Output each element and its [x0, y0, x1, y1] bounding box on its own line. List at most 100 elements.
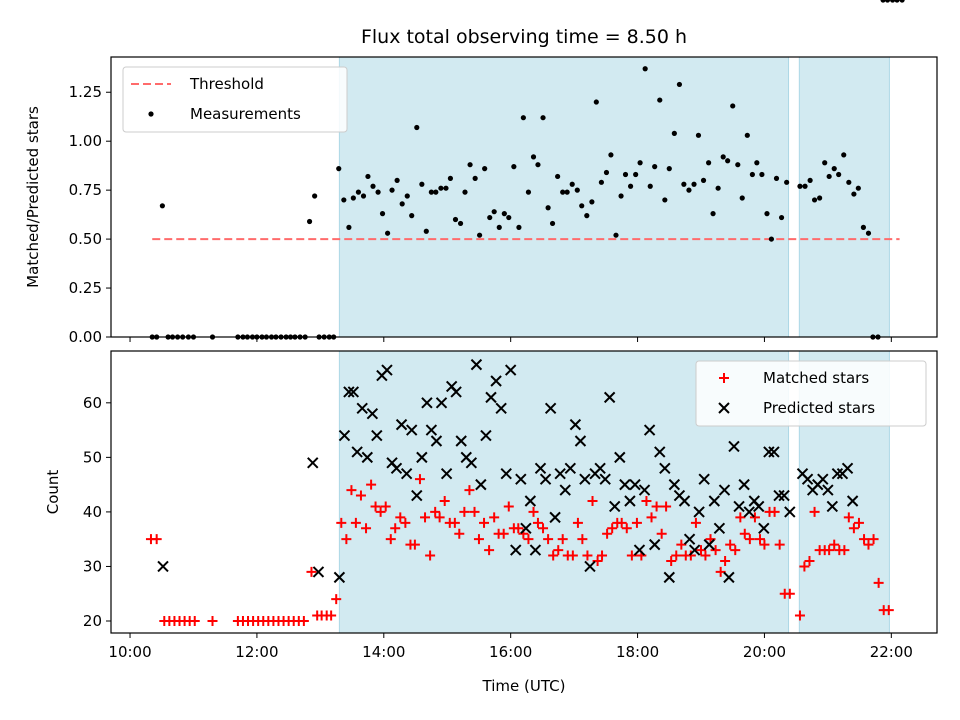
matched-point: [848, 523, 859, 534]
measurement-point: [642, 66, 648, 72]
predicted-point: [733, 500, 745, 513]
matched-point: [331, 594, 342, 605]
matched-point: [696, 545, 706, 556]
predicted-point: [515, 473, 527, 485]
measurement-point: [725, 158, 731, 164]
matched-point: [769, 506, 780, 517]
matched-point: [557, 534, 568, 545]
measurement-point: [414, 124, 420, 131]
predicted-point: [534, 462, 547, 474]
measurement-point: [720, 154, 726, 160]
measurement-point: [467, 162, 473, 168]
matched-point: [863, 539, 874, 550]
measurement-point: [501, 211, 507, 217]
predicted-point: [569, 418, 582, 431]
matched-point: [602, 528, 613, 539]
measurement-point: [409, 213, 415, 219]
matched-point: [567, 550, 578, 561]
matched-point: [799, 561, 810, 572]
predicted-point: [619, 478, 631, 491]
predicted-point: [846, 495, 859, 507]
measurement-point: [462, 189, 468, 195]
predicted-point: [629, 478, 641, 491]
predicted-point: [723, 571, 735, 584]
matched-point: [607, 523, 618, 534]
measurement-point: [549, 220, 556, 227]
measurement-point: [555, 173, 561, 180]
matched-point: [385, 534, 396, 545]
measurement-point: [831, 166, 837, 172]
predicted-point: [421, 397, 433, 409]
predicted-point: [784, 506, 796, 518]
matched-point: [690, 517, 701, 528]
matched-point: [390, 523, 401, 534]
predicted-point: [633, 544, 646, 556]
measurement-point: [662, 197, 668, 203]
legend-label: Matched stars: [763, 369, 869, 387]
matched-point: [774, 539, 785, 550]
predicted-point: [416, 451, 428, 464]
matched-point: [868, 534, 879, 545]
matched-point: [523, 534, 534, 545]
measurement-point: [336, 166, 342, 172]
measurement-point: [355, 189, 362, 195]
matched-point: [700, 550, 711, 561]
predicted-point: [728, 440, 740, 453]
matched-point: [346, 485, 357, 496]
predicted-point: [574, 435, 587, 447]
series-matched-stars: [146, 474, 894, 626]
matched-point: [710, 545, 721, 556]
predicted-point: [411, 489, 423, 502]
measurement-point: [836, 171, 842, 178]
matched-point: [489, 512, 500, 523]
chart-title: Flux total observing time = 8.50 h: [361, 26, 687, 48]
matched-point: [298, 616, 309, 626]
matched-point: [464, 485, 475, 496]
matched-point: [430, 506, 441, 517]
predicted-point: [693, 506, 705, 518]
y-axis-label: Count: [44, 470, 62, 515]
matched-point: [744, 534, 755, 545]
measurement-point: [511, 164, 517, 170]
measurement-point: [826, 173, 832, 180]
y-tick-label: 0.75: [69, 181, 102, 199]
predicted-point: [157, 560, 169, 573]
matched-point: [646, 512, 657, 523]
predicted-point: [356, 402, 368, 414]
measurement-point: [370, 183, 376, 189]
legend-label: Measurements: [190, 105, 301, 123]
matched-point: [720, 556, 731, 566]
matched-point: [572, 517, 583, 528]
measurement-point: [452, 216, 459, 223]
measurement-point: [545, 205, 551, 211]
predicted-point: [529, 544, 542, 556]
measurement-point: [159, 203, 165, 209]
predicted-point: [708, 495, 721, 507]
measurement-point: [894, 0, 900, 3]
x-tick-label: 12:00: [235, 643, 278, 661]
measurement-point: [579, 203, 585, 209]
predicted-point: [400, 468, 413, 480]
measurement-point: [525, 189, 532, 195]
axes-frame: [110, 56, 938, 338]
measurement-point: [681, 181, 687, 187]
matched-point: [528, 506, 539, 517]
matched-point: [532, 517, 543, 528]
measurement-point: [560, 189, 566, 195]
matched-point: [473, 534, 484, 545]
matched-point: [794, 610, 805, 621]
measurement-point: [627, 183, 634, 189]
y-tick-label: 1.25: [69, 83, 102, 101]
measurement-point: [574, 187, 580, 193]
predicted-point: [841, 462, 854, 474]
predicted-point: [455, 435, 467, 447]
measurement-point: [637, 160, 643, 166]
predicted-point: [351, 446, 363, 458]
measurement-point: [598, 179, 604, 185]
measurement-point: [506, 214, 512, 221]
measurement-point: [744, 132, 750, 138]
predicted-point: [663, 571, 675, 584]
measurement-point: [306, 218, 313, 225]
matched-point: [459, 506, 470, 517]
